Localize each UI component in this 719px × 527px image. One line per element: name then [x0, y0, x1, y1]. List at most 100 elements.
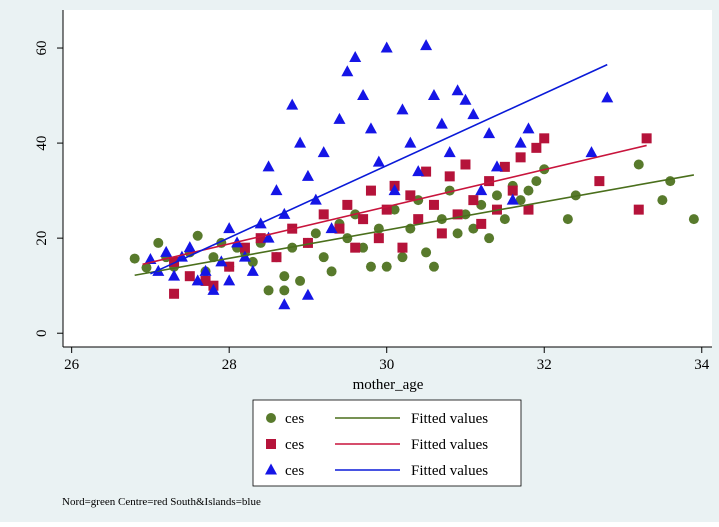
- legend-label: ces: [285, 411, 304, 427]
- point: [499, 214, 510, 225]
- point: [531, 142, 542, 153]
- legend-marker: [266, 439, 276, 449]
- point: [484, 176, 495, 187]
- point: [278, 298, 291, 310]
- point: [413, 214, 424, 225]
- point: [460, 159, 471, 170]
- point: [468, 195, 479, 206]
- point: [349, 51, 362, 63]
- point: [208, 252, 219, 263]
- point: [451, 84, 464, 96]
- x-tick-label: 26: [64, 357, 80, 373]
- point: [279, 285, 290, 296]
- legend-label: ces: [285, 463, 304, 479]
- point: [397, 252, 408, 263]
- point: [270, 184, 283, 196]
- point: [389, 204, 400, 215]
- point: [141, 262, 152, 273]
- point: [169, 288, 180, 299]
- x-tick-label: 30: [379, 357, 394, 373]
- point: [499, 161, 510, 172]
- point: [436, 228, 447, 239]
- point: [302, 237, 313, 248]
- y-tick-label: 20: [34, 231, 50, 246]
- point: [183, 241, 196, 253]
- legend-label: Fitted values: [411, 437, 488, 453]
- y-tick-label: 40: [34, 136, 50, 151]
- point: [476, 218, 487, 229]
- point: [309, 193, 322, 205]
- x-tick-label: 32: [537, 357, 552, 373]
- legend-marker: [265, 463, 277, 475]
- point: [515, 195, 526, 206]
- point: [522, 122, 535, 134]
- point: [515, 152, 526, 163]
- point: [129, 253, 140, 264]
- point: [428, 261, 439, 272]
- legend: [252, 399, 522, 487]
- point: [184, 271, 195, 282]
- point: [506, 193, 519, 205]
- point: [246, 264, 259, 276]
- fitted-line: [150, 63, 608, 275]
- point: [483, 127, 496, 139]
- point: [262, 231, 275, 243]
- point: [443, 146, 456, 158]
- point: [278, 207, 291, 219]
- point: [207, 283, 220, 295]
- point: [301, 169, 314, 181]
- y-tick-label: 0: [34, 329, 50, 337]
- point: [365, 261, 376, 272]
- point: [436, 214, 447, 225]
- point: [539, 133, 550, 144]
- point: [333, 112, 346, 124]
- point: [342, 233, 353, 244]
- point: [641, 133, 652, 144]
- point: [562, 214, 573, 225]
- point: [507, 185, 518, 196]
- point: [475, 184, 488, 196]
- point: [286, 98, 299, 110]
- point: [168, 269, 181, 281]
- point: [404, 136, 417, 148]
- point: [239, 242, 250, 253]
- point: [633, 204, 644, 215]
- point: [341, 65, 354, 77]
- point: [334, 223, 345, 234]
- point: [688, 214, 699, 225]
- point: [523, 204, 534, 215]
- point: [169, 256, 180, 267]
- point: [350, 242, 361, 253]
- point: [318, 209, 329, 220]
- point: [523, 185, 534, 196]
- point: [601, 91, 614, 103]
- legend-label: Fitted values: [411, 411, 488, 427]
- point: [310, 228, 321, 239]
- point: [262, 160, 275, 172]
- x-tick-label: 34: [694, 357, 710, 373]
- point: [380, 41, 393, 53]
- point: [468, 223, 479, 234]
- plot-area: [63, 10, 712, 347]
- point: [325, 222, 338, 234]
- fitted-line: [134, 174, 695, 277]
- point: [490, 160, 503, 172]
- point: [467, 108, 480, 120]
- x-tick-label: 28: [222, 357, 237, 373]
- note: Nord=green Centre=red South&Islands=blue: [62, 496, 261, 508]
- point: [215, 255, 228, 267]
- point: [412, 165, 425, 177]
- point: [633, 159, 644, 170]
- point: [452, 209, 463, 220]
- point: [531, 176, 542, 187]
- point: [357, 89, 370, 101]
- legend-label: Fitted values: [411, 463, 488, 479]
- point: [279, 271, 290, 282]
- point: [427, 89, 440, 101]
- point: [372, 155, 385, 167]
- x-axis-title: mother_age: [353, 377, 424, 393]
- point: [224, 261, 235, 272]
- point: [459, 93, 472, 105]
- point: [153, 237, 164, 248]
- point: [295, 275, 306, 286]
